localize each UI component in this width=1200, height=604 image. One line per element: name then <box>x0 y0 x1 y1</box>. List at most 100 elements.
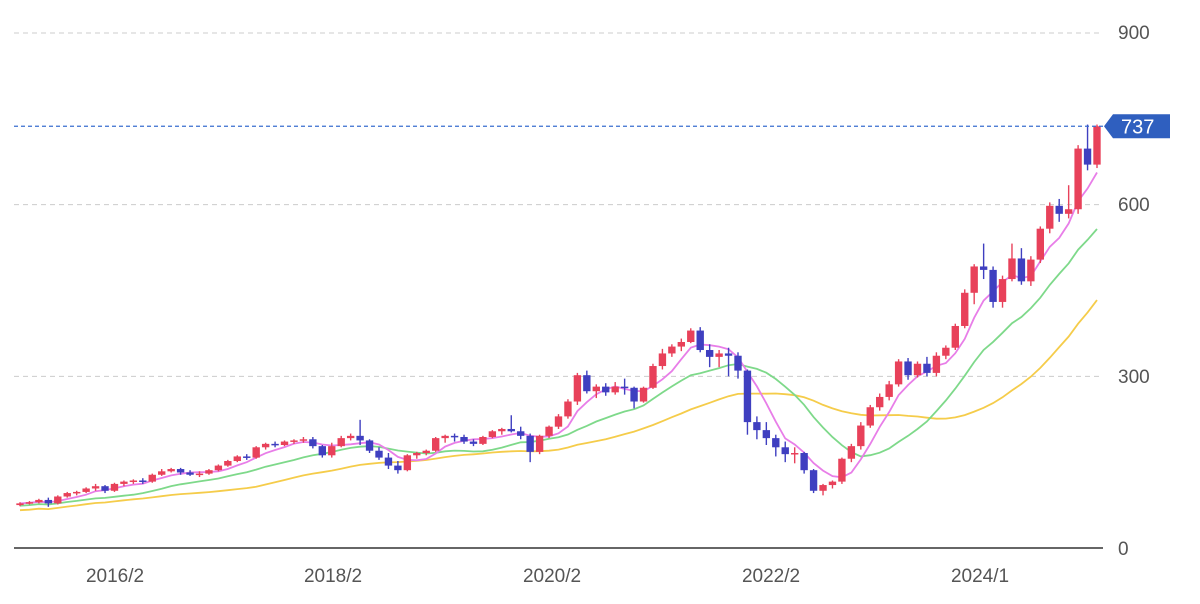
x-tick-2018-2: 2018/2 <box>304 566 362 587</box>
candle-body-95 <box>913 363 922 376</box>
candle-body-76 <box>734 355 742 371</box>
candle-body-64 <box>620 386 629 389</box>
candle-body-20 <box>205 470 213 474</box>
candle-body-14 <box>148 474 156 482</box>
candle-body-102 <box>979 266 988 270</box>
candle-body-104 <box>998 279 1007 302</box>
candle-body-30 <box>299 439 308 441</box>
candle-body-47 <box>460 436 468 442</box>
candle-body-33 <box>328 446 336 456</box>
candle-body-79 <box>762 430 771 439</box>
ma-long-line <box>19 299 1098 512</box>
candle-body-61 <box>592 386 600 392</box>
candle-body-29 <box>290 440 298 442</box>
candle-body-103 <box>989 269 997 302</box>
candle-body-34 <box>337 438 345 447</box>
candle-body-9 <box>101 486 109 491</box>
candle-body-4 <box>54 496 62 504</box>
candle-body-93 <box>894 361 903 385</box>
candle-body-92 <box>885 384 893 397</box>
candle-body-112 <box>1074 148 1082 210</box>
candle-body-19 <box>195 473 204 476</box>
candle-body-16 <box>167 469 175 472</box>
candle-body-67 <box>649 366 657 388</box>
y-tick-900: 900 <box>1118 23 1150 44</box>
candle-body-59 <box>573 375 582 402</box>
candle-body-90 <box>866 407 874 426</box>
candle-body-75 <box>724 353 733 356</box>
candle-body-62 <box>602 386 610 393</box>
candle-body-39 <box>384 457 393 466</box>
candle-body-32 <box>318 446 327 456</box>
candle-body-109 <box>1046 205 1054 229</box>
x-tick-2022-2: 2022/2 <box>742 566 800 587</box>
candle-body-83 <box>800 453 808 471</box>
last-price-label: 737 <box>1121 116 1154 138</box>
candle-body-85 <box>819 485 827 491</box>
candle-body-54 <box>526 435 534 452</box>
candle-body-94 <box>904 361 912 376</box>
candle-body-110 <box>1055 205 1063 214</box>
grid-lines <box>14 32 1103 377</box>
candle-body-1 <box>25 502 34 504</box>
candle-body-57 <box>554 416 563 427</box>
candle-body-58 <box>564 401 572 417</box>
candle-body-22 <box>224 461 232 466</box>
candle-body-97 <box>932 355 941 373</box>
candle-body-24 <box>243 456 251 458</box>
candle-body-77 <box>743 370 752 423</box>
candle-body-107 <box>1027 259 1035 282</box>
candle-body-17 <box>176 469 185 473</box>
candle-body-35 <box>346 435 355 439</box>
candle-body-41 <box>403 455 412 471</box>
candle-body-26 <box>261 443 270 448</box>
candle-body-114 <box>1093 126 1101 165</box>
candle-body-12 <box>129 480 138 482</box>
candle-body-8 <box>91 486 100 489</box>
candle-body-81 <box>781 447 789 455</box>
x-tick-2024-1: 2024/1 <box>951 566 1009 587</box>
candle-body-84 <box>809 470 818 491</box>
candle-body-42 <box>413 453 421 456</box>
y-tick-600: 600 <box>1118 195 1150 216</box>
candle-body-100 <box>961 292 969 326</box>
candle-body-43 <box>422 450 430 454</box>
candle-body-11 <box>120 481 128 484</box>
candle-body-91 <box>876 396 884 408</box>
candle-body-89 <box>857 425 865 447</box>
candle-body-56 <box>545 426 553 436</box>
candle-body-111 <box>1064 209 1073 214</box>
x-tick-2020-2: 2020/2 <box>523 566 581 587</box>
candle-body-51 <box>498 428 506 432</box>
ma-mid-line <box>19 228 1098 507</box>
candle-body-5 <box>63 493 71 497</box>
candle-body-23 <box>233 456 241 462</box>
candle-body-108 <box>1036 228 1045 260</box>
candle-body-101 <box>970 266 978 293</box>
candle-body-74 <box>715 353 723 357</box>
y-tick-300: 300 <box>1118 367 1150 388</box>
candle-body-10 <box>110 483 119 491</box>
candle-body-52 <box>507 428 515 432</box>
candle-body-106 <box>1017 258 1026 282</box>
ma-short-line <box>19 172 1098 505</box>
candle-body-99 <box>951 325 959 348</box>
candle-body-28 <box>280 441 289 445</box>
candle-body-66 <box>639 387 648 402</box>
candle-body-25 <box>252 447 260 458</box>
candle-body-37 <box>365 440 374 451</box>
candle-body-13 <box>139 480 147 482</box>
candle-body-31 <box>309 439 317 447</box>
candle-body-105 <box>1008 258 1016 280</box>
candle-body-96 <box>923 363 931 373</box>
candle-body-86 <box>828 481 837 486</box>
candle-body-40 <box>394 465 402 471</box>
candle-body-70 <box>677 342 686 347</box>
candle-body-21 <box>214 465 223 471</box>
candle-body-49 <box>479 436 487 444</box>
candle-body-72 <box>696 330 704 351</box>
y-tick-0: 0 <box>1118 539 1129 560</box>
candle-body-80 <box>772 438 780 448</box>
candle-body-55 <box>535 435 544 452</box>
candle-body-27 <box>271 443 279 446</box>
